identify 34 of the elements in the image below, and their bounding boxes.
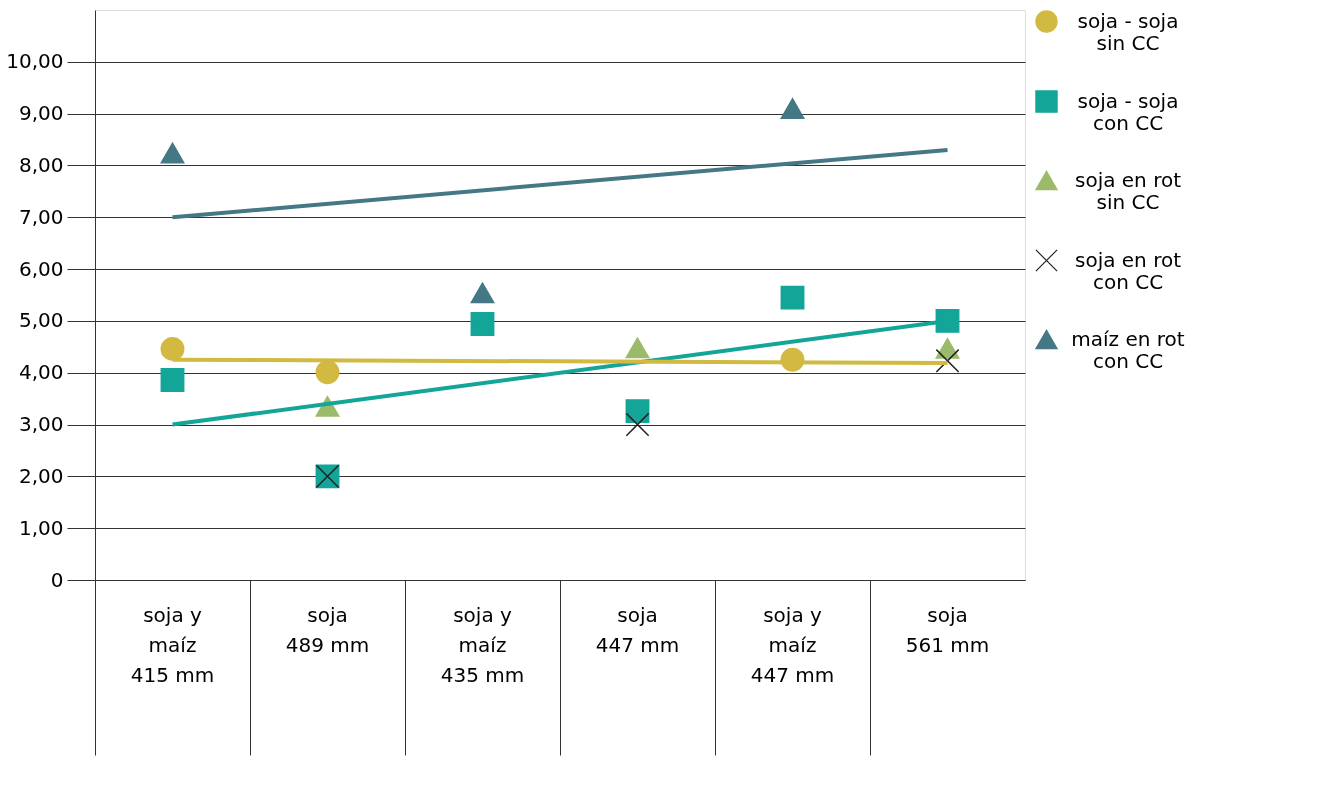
point — [315, 360, 340, 385]
y-tick-label: 8,00 — [18, 152, 64, 177]
point — [625, 337, 650, 359]
y-tick-label: 10,00 — [6, 49, 64, 74]
point — [780, 285, 805, 310]
x-tick-label: soja 561 mm — [905, 602, 990, 657]
y-tick-label: 7,00 — [18, 204, 64, 229]
legend-label: maíz en rot con CC — [1071, 326, 1185, 373]
legend-label: soja - soja sin CC — [1077, 8, 1179, 55]
y-tick-label: 3,00 — [18, 412, 64, 437]
x-tick-label: soja y maíz 415 mm — [130, 602, 215, 687]
point — [935, 348, 960, 373]
legend-label: soja en rot sin CC — [1074, 167, 1182, 214]
y-tick-label: 2,00 — [18, 463, 64, 488]
y-tick-label: 1,00 — [18, 515, 64, 540]
point — [935, 337, 960, 359]
point — [625, 412, 650, 437]
x-tick-label: soja 489 mm — [285, 602, 370, 657]
point — [780, 98, 805, 119]
legend-label: soja en rot con CC — [1074, 247, 1182, 294]
x-tick-label: soja y maíz 435 mm — [440, 602, 525, 687]
y-tick-label: 9,00 — [18, 101, 64, 126]
point — [470, 282, 495, 304]
x-tick-label: soja 447 mm — [595, 602, 680, 657]
legend-label: soja - soja con CC — [1077, 88, 1179, 135]
x-tick-label: soja y maíz 447 mm — [750, 602, 835, 687]
point — [160, 142, 185, 164]
y-tick-label: 0 — [50, 567, 64, 592]
y-tick-label: 4,00 — [18, 360, 64, 385]
point — [160, 368, 185, 392]
y-tick-label: 6,00 — [18, 256, 64, 281]
point — [160, 336, 185, 361]
y-tick-label: 5,00 — [18, 308, 64, 333]
point — [470, 312, 495, 336]
